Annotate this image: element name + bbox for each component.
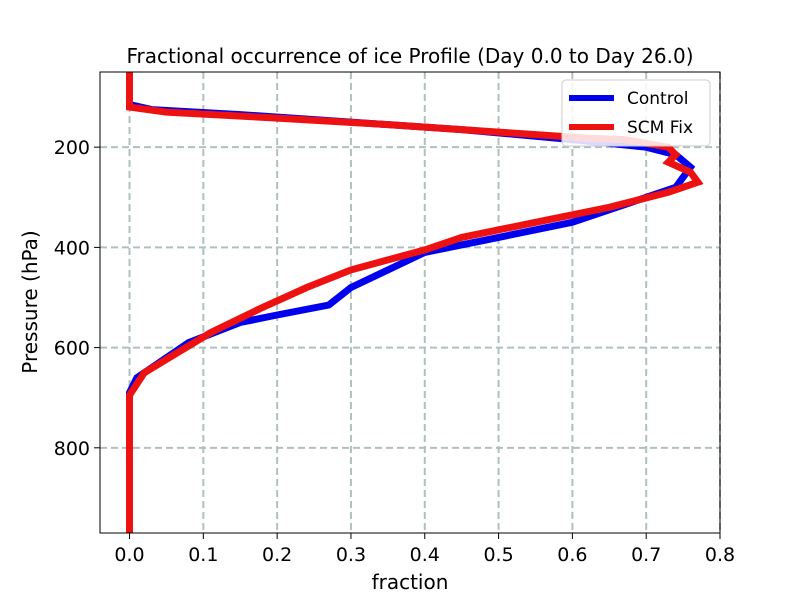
chart-title: Fractional occurrence of ice Profile (Da… <box>126 44 693 68</box>
x-tick-label: 0.1 <box>188 544 218 566</box>
x-tick-label: 0.0 <box>114 544 144 566</box>
x-tick-label: 0.2 <box>262 544 292 566</box>
x-tick-label: 0.3 <box>336 544 366 566</box>
x-tick-label: 0.7 <box>631 544 661 566</box>
legend-label: SCM Fix <box>627 118 693 138</box>
y-tick-label: 800 <box>54 438 90 460</box>
y-axis-label: Pressure (hPa) <box>18 230 42 373</box>
y-tick-label: 200 <box>54 137 90 159</box>
legend: Control SCM Fix <box>561 79 711 147</box>
y-ticks: 200 400 600 800 <box>54 137 100 460</box>
x-tick-label: 0.8 <box>705 544 735 566</box>
x-tick-label: 0.4 <box>410 544 440 566</box>
x-tick-label: 0.5 <box>483 544 513 566</box>
y-tick-label: 600 <box>54 338 90 360</box>
plot-frame <box>99 71 721 534</box>
x-tick-label: 0.6 <box>557 544 587 566</box>
series-line-2 <box>126 72 704 533</box>
x-axis-label: fraction <box>372 570 449 594</box>
legend-label: Control <box>627 89 688 109</box>
series-layer <box>126 72 704 533</box>
y-tick-label: 400 <box>54 237 90 259</box>
x-ticks: 0.0 0.1 0.2 0.3 0.4 0.5 0.6 0.7 0.8 <box>114 533 735 566</box>
grid <box>100 72 721 533</box>
